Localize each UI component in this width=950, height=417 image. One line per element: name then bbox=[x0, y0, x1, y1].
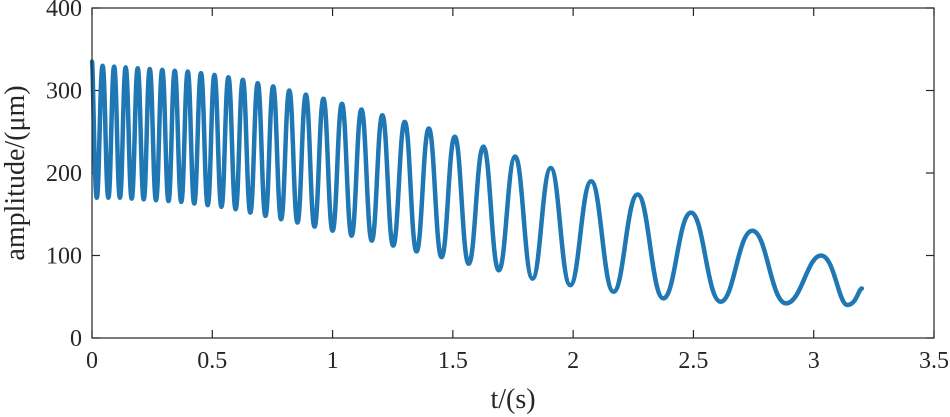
series-line bbox=[89, 59, 865, 308]
y-tick-label: 100 bbox=[46, 244, 82, 270]
y-tick-label: 400 bbox=[46, 0, 82, 22]
y-tick-label: 0 bbox=[70, 326, 82, 352]
x-axis-label: t/(s) bbox=[490, 384, 535, 415]
y-tick-label: 200 bbox=[46, 161, 82, 187]
x-tick-label: 0.5 bbox=[197, 348, 227, 374]
x-tick-label: 0 bbox=[86, 348, 98, 374]
x-tick-label: 1 bbox=[327, 348, 339, 374]
x-tick-label: 1.5 bbox=[438, 348, 468, 374]
tick-labels: 0 0.5 1 1.5 2 2.5 3 3.5 0 100 200 300 400 bbox=[46, 0, 949, 374]
x-tick-label: 2.5 bbox=[678, 348, 708, 374]
y-tick-label: 300 bbox=[46, 79, 82, 105]
x-tick-label: 3.5 bbox=[919, 348, 949, 374]
x-tick-label: 3 bbox=[808, 348, 820, 374]
y-axis-label: amplitude/(μm) bbox=[0, 85, 31, 260]
plot-frame bbox=[91, 7, 935, 339]
x-tick-label: 2 bbox=[567, 348, 579, 374]
